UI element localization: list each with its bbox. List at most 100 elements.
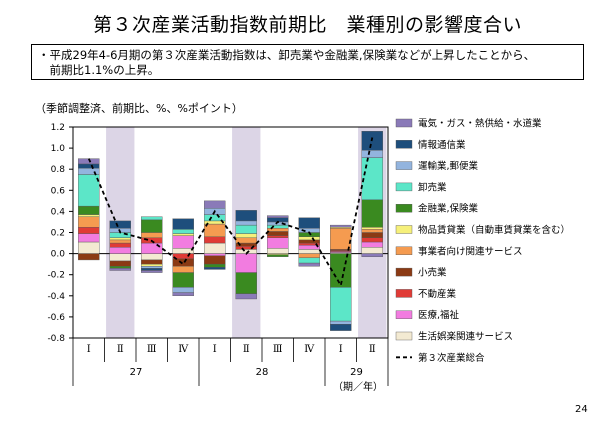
bar-segment — [109, 268, 131, 271]
bar-segment — [141, 216, 163, 221]
legend-label: 物品賃貸業（自動車賃貸業を含む） — [418, 224, 570, 236]
bar-segment — [172, 233, 194, 236]
bar-segment — [141, 253, 163, 261]
bar-segment — [109, 237, 131, 241]
x-category-label: Ⅰ — [339, 344, 343, 355]
legend-swatch — [395, 225, 413, 234]
x-category-label: Ⅲ — [273, 344, 283, 355]
legend-label: 金融業,保険業 — [418, 203, 479, 215]
legend-label: 事業者向け関連サービス — [418, 245, 523, 257]
bar-segment — [204, 242, 226, 254]
bar-segment — [298, 253, 320, 259]
bar-segment — [267, 224, 289, 229]
x-category-label: Ⅱ — [243, 344, 250, 355]
bar-segment — [361, 229, 383, 233]
y-tick-label: -0.8 — [47, 334, 65, 344]
bar-segment — [330, 320, 352, 325]
x-category-label: Ⅱ — [369, 344, 376, 355]
bar-segment — [267, 237, 289, 249]
legend-swatch — [395, 267, 413, 277]
x-category-label: Ⅱ — [117, 344, 124, 355]
legend-swatch — [395, 289, 413, 298]
bar-segment — [141, 270, 163, 273]
bar-segment — [109, 239, 131, 244]
bar-segment — [267, 254, 289, 257]
legend-swatch — [395, 140, 413, 149]
bar-segment — [141, 268, 163, 271]
bar-segment — [204, 255, 226, 265]
bar-segment — [109, 242, 131, 248]
legend-label: 運輸業,郵便業 — [418, 160, 479, 172]
bar-segment — [267, 215, 289, 218]
bar-segment — [78, 253, 100, 261]
bar-segment — [172, 258, 194, 267]
x-category-label: Ⅲ — [147, 344, 157, 355]
summary-note-line-2: 前期比1.1%の上昇。 — [38, 63, 160, 77]
bar-segment — [361, 237, 383, 243]
legend-label: 電気・ガス・熱供給・水道業 — [418, 118, 542, 130]
bar-segment — [141, 266, 163, 269]
x-category-label: Ⅳ — [304, 344, 315, 355]
bar-segment — [78, 227, 100, 234]
bar-segment — [204, 267, 226, 270]
bar-segment — [298, 236, 320, 241]
legend-swatch — [395, 246, 413, 256]
legend-label: 情報通信業 — [418, 139, 466, 151]
bar-segment — [78, 163, 100, 169]
bar-segment — [78, 233, 100, 243]
bar-segment — [330, 224, 352, 228]
bar-segment — [172, 235, 194, 249]
bar-segment — [235, 233, 257, 238]
page-title: 第３次産業活動指数前期比 業種別の影響度合い — [92, 14, 522, 36]
bar-segment — [235, 253, 257, 273]
bar-segment — [267, 228, 289, 232]
bar-segment — [235, 210, 257, 222]
bar-segment — [267, 235, 289, 238]
bar-segment — [172, 229, 194, 234]
y-tick-label: 0.0 — [51, 250, 66, 260]
x-category-label: Ⅰ — [213, 344, 217, 355]
bar-segment — [109, 247, 131, 254]
bar-segment — [78, 205, 100, 215]
bar-segment — [172, 272, 194, 288]
bar-segment — [141, 232, 163, 238]
bar-segment — [235, 220, 257, 226]
legend-label: 医療,福祉 — [418, 309, 460, 321]
bar-segment — [172, 292, 194, 297]
legend-swatch — [395, 118, 413, 128]
legend-label: 小売業 — [418, 267, 447, 279]
bar-segment — [361, 157, 383, 200]
bar-segment — [141, 242, 163, 254]
y-tick-label: 1.2 — [51, 123, 65, 133]
bar-segment — [172, 266, 194, 273]
bar-segment — [330, 287, 352, 322]
x-category-label: Ⅰ — [87, 344, 91, 355]
y-tick-label: -0.6 — [47, 313, 65, 323]
bar-segment — [141, 219, 163, 233]
page-number: 24 — [575, 404, 588, 415]
bar-segment — [204, 263, 226, 268]
legend-swatch — [395, 203, 413, 213]
bar-segment — [109, 220, 131, 229]
bar-segment — [172, 287, 194, 293]
y-tick-label: 0.2 — [51, 229, 65, 239]
y-tick-label: 0.6 — [51, 186, 66, 196]
y-tick-label: 1.0 — [51, 144, 66, 154]
bar-segment — [361, 227, 383, 230]
bar-segment — [109, 266, 131, 269]
bar-segment — [298, 257, 320, 264]
y-tick-label: -0.4 — [47, 292, 65, 302]
x-year-label: 28 — [256, 367, 269, 378]
bar-segment — [361, 253, 383, 257]
bar-segment — [141, 259, 163, 265]
bar-segment — [235, 293, 257, 300]
bar-segment — [330, 324, 352, 331]
bar-segment — [267, 248, 289, 254]
bar-segment — [78, 214, 100, 217]
bar-segment — [109, 260, 131, 267]
bar-segment — [298, 262, 320, 267]
x-category-label: Ⅳ — [178, 344, 189, 355]
bar-segment — [361, 241, 383, 248]
bar-segment — [78, 241, 100, 254]
